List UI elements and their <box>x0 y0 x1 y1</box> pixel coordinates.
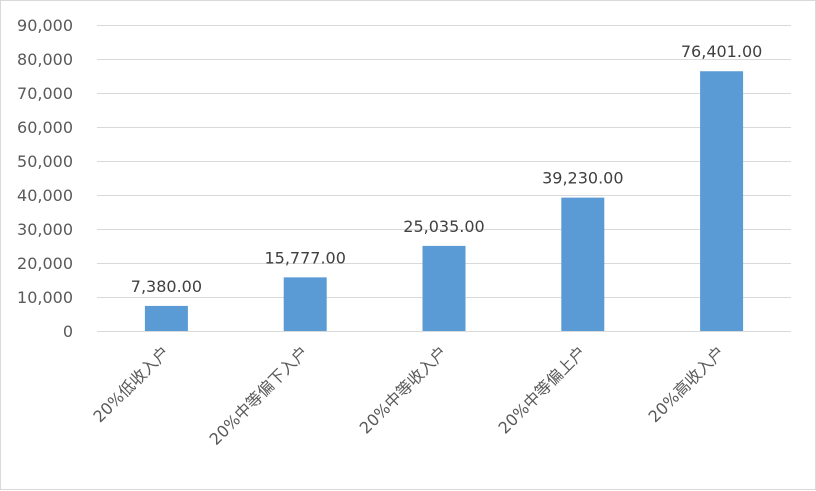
bar <box>422 245 466 331</box>
y-tick-label: 10,000 <box>17 288 73 307</box>
data-labels: 7,380.00 15,777.00 25,035.00 39,230.00 76,40… <box>131 42 763 296</box>
y-tick-label: 0 <box>63 322 73 341</box>
gridlines <box>97 25 791 332</box>
y-tick-label: 40,000 <box>17 186 73 205</box>
y-tick-label: 50,000 <box>17 152 73 171</box>
data-label: 76,401.00 <box>681 42 762 61</box>
category-label: 20%中等偏下入户 <box>206 342 312 448</box>
data-label: 39,230.00 <box>542 169 623 188</box>
data-label: 15,777.00 <box>264 248 345 267</box>
y-tick-label: 30,000 <box>17 220 73 239</box>
category-label: 20%高收入户 <box>645 342 729 426</box>
category-label: 20%中等偏上户 <box>494 342 589 437</box>
y-tick-label: 90,000 <box>17 16 73 35</box>
bar <box>700 71 744 331</box>
bar <box>144 305 188 331</box>
bar <box>561 197 605 331</box>
y-tick-label: 80,000 <box>17 50 73 69</box>
y-axis-tick-labels: 0 10,000 20,000 30,000 40,000 50,000 60,000 70,… <box>17 16 73 341</box>
category-label: 20%低收入户 <box>89 342 173 426</box>
y-tick-label: 70,000 <box>17 84 73 103</box>
y-tick-label: 20,000 <box>17 254 73 273</box>
y-tick-label: 60,000 <box>17 118 73 137</box>
data-label: 7,380.00 <box>131 277 202 296</box>
bars <box>144 71 744 331</box>
x-axis-category-labels: 20%低收入户 20%中等偏下入户 20%中等收入户 20%中等偏上户 20%高收入户 <box>89 342 728 448</box>
category-label: 20%中等收入户 <box>356 342 451 437</box>
bar <box>283 277 327 331</box>
data-label: 25,035.00 <box>403 217 484 236</box>
